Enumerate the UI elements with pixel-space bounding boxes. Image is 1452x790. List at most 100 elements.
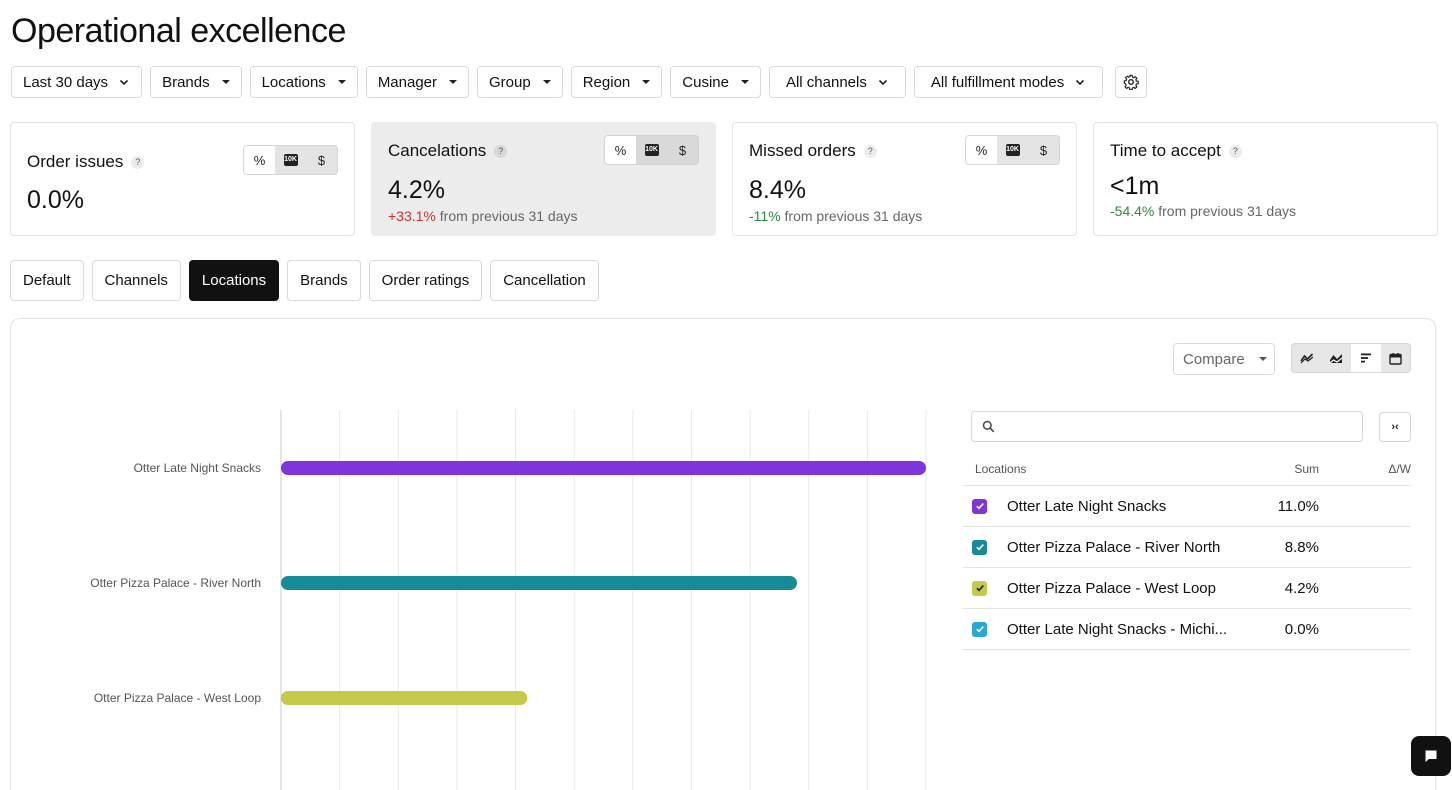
delta-suffix: from previous 31 days (439, 208, 578, 224)
manager-filter[interactable]: Manager (365, 66, 470, 98)
kpi-value: 0.0% (27, 186, 84, 214)
filter-label: Group (489, 73, 531, 91)
checkmark-icon (975, 626, 984, 633)
date-range-filter[interactable]: Last 30 days (11, 66, 143, 98)
channels-filter[interactable]: All channels (768, 66, 906, 98)
kpi-cards: Order issues? % 10K $ 0.0% Cancelations?… (10, 122, 1438, 236)
delta-week-column-header[interactable]: Δ/W (1388, 461, 1411, 476)
tab-locations[interactable]: Locations (188, 260, 280, 301)
checkmark-icon (975, 585, 984, 592)
tab-order-ratings[interactable]: Order ratings (368, 260, 483, 301)
tab-brands[interactable]: Brands (287, 260, 361, 301)
chevron-down-icon (119, 79, 129, 86)
kpi-card-missed-orders[interactable]: Missed orders? % 10K $ 8.4% -11% from pr… (732, 122, 1077, 236)
filter-label: All channels (785, 73, 867, 91)
page-title: Operational excellence (11, 12, 346, 50)
locations-column-header: Locations (975, 461, 1027, 476)
region-filter[interactable]: Region (570, 66, 663, 98)
compare-label: Compare (1183, 350, 1245, 368)
legend-header: Locations Sum Δ/W (963, 452, 1411, 486)
help-icon[interactable]: ? (494, 144, 508, 158)
delta-value: -54.4% (1110, 203, 1155, 219)
legend-search (971, 411, 1363, 442)
dollar-mode-button[interactable]: $ (317, 152, 326, 168)
compare-dropdown[interactable]: Compare (1173, 343, 1275, 375)
kpi-card-cancelations[interactable]: Cancelations? % 10K $ 4.2% +33.1% from p… (371, 122, 716, 236)
filter-label: Region (582, 73, 631, 91)
kpi-title: Time to accept? (1110, 141, 1242, 161)
help-icon[interactable]: ? (131, 155, 145, 169)
tab-channels[interactable]: Channels (91, 260, 181, 301)
chevron-down-icon (1076, 79, 1085, 86)
chart-bar[interactable] (281, 461, 926, 475)
filter-label: Brands (162, 73, 210, 91)
series-checkbox[interactable] (972, 580, 987, 596)
count-icon: 10K (644, 144, 659, 156)
dollar-mode-button[interactable]: $ (678, 142, 687, 158)
bar-chart-view-button[interactable] (1351, 344, 1381, 372)
chart-bar[interactable] (281, 576, 797, 590)
legend-row[interactable]: Otter Late Night Snacks - Michi... 0.0% (963, 609, 1411, 650)
kpi-title-text: Time to accept (1110, 141, 1221, 160)
dollar-mode-button[interactable]: $ (1039, 142, 1048, 158)
group-filter[interactable]: Group (477, 66, 563, 98)
category-label: Otter Late Night Snacks (134, 461, 261, 475)
collapse-legend-button[interactable]: ›‹ (1379, 412, 1411, 442)
tab-default[interactable]: Default (10, 260, 84, 301)
kpi-delta: -11% from previous 31 days (749, 208, 922, 224)
kpi-title-text: Order issues (27, 152, 124, 171)
legend-row[interactable]: Otter Late Night Snacks 11.0% (963, 486, 1411, 527)
count-mode-button[interactable]: 10K (997, 136, 1028, 164)
kpi-title: Order issues? (27, 152, 145, 172)
chart-svg: Otter Late Night Snacks Otter Pizza Palac… (90, 410, 927, 790)
series-checkbox[interactable] (972, 621, 987, 637)
locations-filter[interactable]: Locations (249, 66, 358, 98)
sum-column-header[interactable]: Sum (1294, 461, 1319, 476)
count-icon: 10K (283, 154, 298, 166)
caret-down-icon (337, 80, 346, 84)
line-chart-view-button[interactable] (1292, 344, 1322, 372)
series-checkbox[interactable] (972, 539, 987, 555)
calendar-view-button[interactable] (1381, 344, 1411, 372)
caret-down-icon (740, 80, 749, 84)
chat-icon (1425, 750, 1437, 762)
count-mode-button[interactable]: 10K (275, 146, 306, 174)
count-icon: 10K (1005, 144, 1020, 156)
chart-bar[interactable] (281, 691, 528, 705)
series-checkbox[interactable] (972, 498, 987, 514)
percent-mode-button[interactable]: % (605, 136, 636, 164)
help-icon[interactable]: ? (1228, 144, 1242, 158)
caret-down-icon (449, 80, 458, 84)
chat-button[interactable] (1411, 736, 1451, 776)
tab-cancellation[interactable]: Cancellation (490, 260, 599, 301)
legend-row-sum: 8.8% (1284, 538, 1319, 556)
delta-suffix: from previous 31 days (1158, 203, 1296, 219)
calendar-icon (1389, 352, 1402, 365)
area-chart-view-button[interactable] (1322, 344, 1352, 372)
caret-down-icon (221, 80, 230, 84)
kpi-card-time-to-accept[interactable]: Time to accept? <1m -54.4% from previous… (1093, 122, 1438, 236)
kpi-card-order-issues[interactable]: Order issues? % 10K $ 0.0% (10, 122, 355, 236)
legend-table: Locations Sum Δ/W Otter Late Night Snack… (963, 452, 1411, 650)
percent-mode-button[interactable]: % (966, 136, 997, 164)
percent-mode-button[interactable]: % (244, 146, 275, 174)
legend-row-name: Otter Pizza Palace - West Loop (1007, 579, 1216, 597)
search-icon (982, 420, 995, 433)
legend-row-name: Otter Late Night Snacks - Michi... (1007, 620, 1228, 638)
cuisine-filter[interactable]: Cusine (670, 66, 761, 98)
search-input[interactable] (1002, 416, 1352, 438)
fulfillment-modes-filter[interactable]: All fulfillment modes (913, 66, 1104, 98)
filter-label: Last 30 days (23, 73, 109, 91)
kpi-title-text: Cancelations (388, 141, 487, 160)
legend-row-sum: 0.0% (1284, 620, 1319, 638)
help-icon[interactable]: ? (863, 144, 877, 158)
brands-filter[interactable]: Brands (150, 66, 242, 98)
settings-button[interactable] (1115, 66, 1148, 98)
count-mode-button[interactable]: 10K (636, 136, 667, 164)
legend-row[interactable]: Otter Pizza Palace - West Loop 4.2% (963, 568, 1411, 609)
filter-label: All fulfillment modes (930, 73, 1065, 91)
kpi-value: 4.2% (388, 176, 445, 204)
legend-row[interactable]: Otter Pizza Palace - River North 8.8% (963, 527, 1411, 568)
unit-toggle: % 10K $ (965, 135, 1060, 165)
kpi-delta: +33.1% from previous 31 days (388, 208, 578, 224)
